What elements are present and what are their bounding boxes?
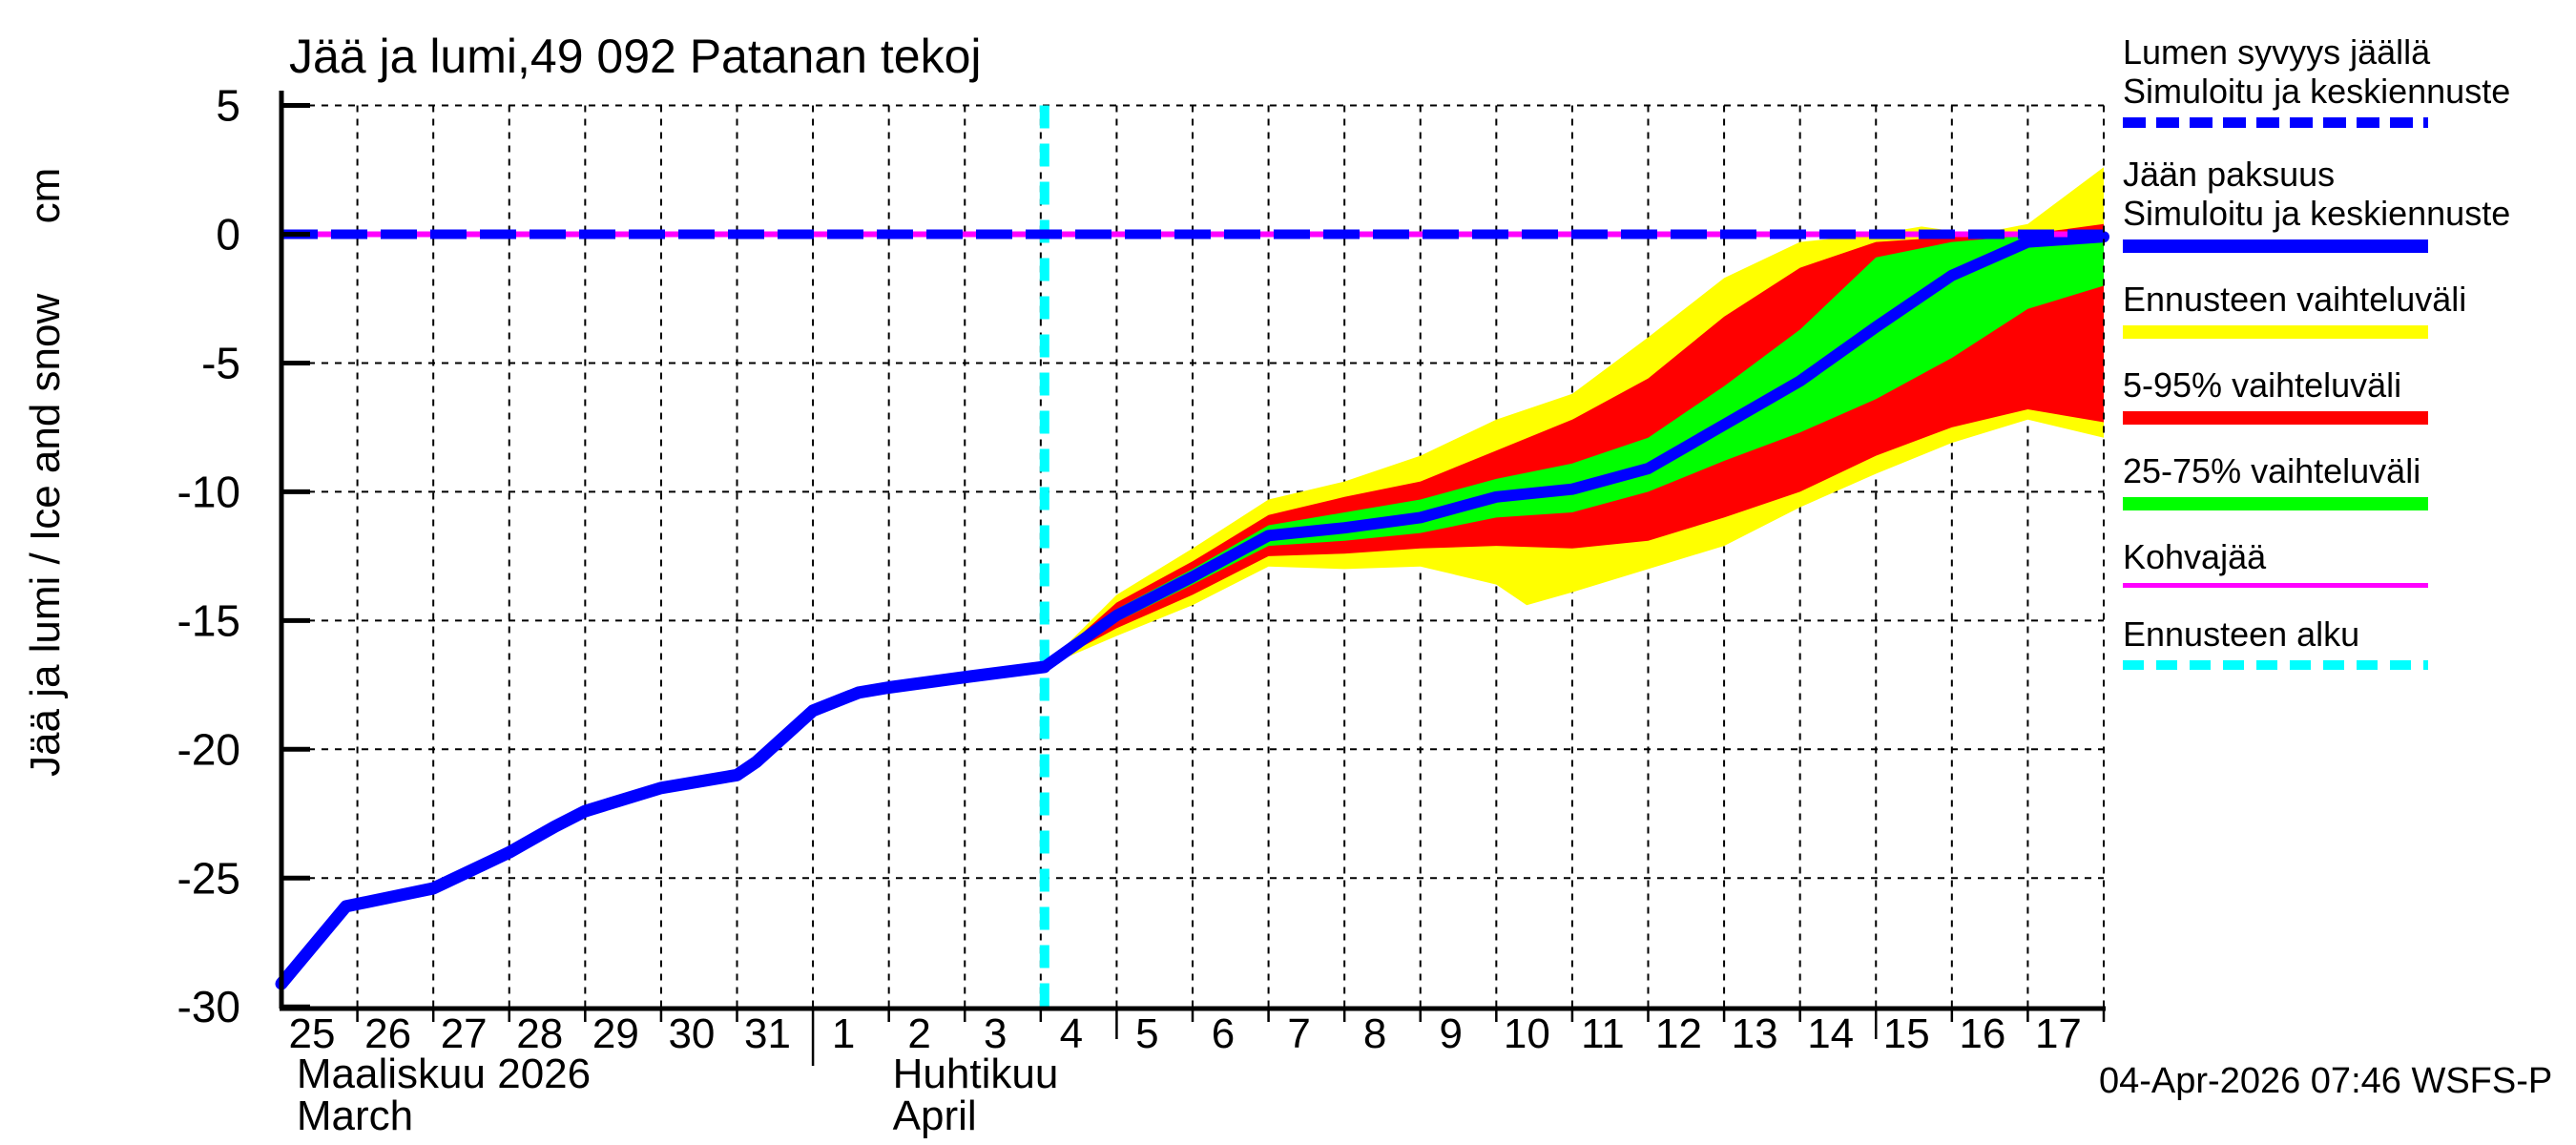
x-tick-label: 10 xyxy=(1504,1010,1550,1057)
legend-sample-magenta-line xyxy=(2123,583,2428,588)
ice-thickness-simulated-line xyxy=(275,660,1051,990)
x-tick-label: 27 xyxy=(441,1010,488,1057)
legend-entry-ice-thickness: Jään paksuus Simuloitu ja keskiennuste xyxy=(2123,155,2562,253)
band-25-75 xyxy=(1044,234,2104,667)
timestamp: 04-Apr-2026 07:46 WSFS-P xyxy=(2099,1061,2553,1101)
x-tick-label: 29 xyxy=(592,1010,639,1057)
x-tick-label: 26 xyxy=(364,1010,411,1057)
x-tick-label: 3 xyxy=(984,1010,1007,1057)
ice-thickness-forecast-median-line xyxy=(1038,231,2109,673)
y-tick-label: -25 xyxy=(177,853,240,903)
legend-sample-red-band xyxy=(2123,411,2428,425)
chart-title: Jää ja lumi,49 092 Patanan tekoj xyxy=(289,30,982,83)
x-tick-label: 9 xyxy=(1440,1010,1463,1057)
legend-sample-green-band xyxy=(2123,497,2428,510)
x-tick-label: 6 xyxy=(1212,1010,1235,1057)
x-tick-label: 2 xyxy=(907,1010,930,1057)
y-tick-label: 0 xyxy=(216,210,240,260)
legend-sample-yellow-band xyxy=(2123,325,2428,339)
y-axis-label: Jää ja lumi / Ice and snow cm xyxy=(22,167,69,778)
x-tick-label: 13 xyxy=(1732,1010,1778,1057)
month-label-en: April xyxy=(893,1093,977,1139)
x-tick-label: 16 xyxy=(1959,1010,2005,1057)
legend-label: Jään paksuus xyxy=(2123,155,2336,194)
legend-label: 25-75% vaihteluväli xyxy=(2123,451,2421,490)
legend-label: 5-95% vaihteluväli xyxy=(2123,365,2402,405)
legend-label: Simuloitu ja keskiennuste xyxy=(2123,72,2511,111)
legend-sample-blue-dashed-line xyxy=(2123,117,2428,128)
x-tick-label: 12 xyxy=(1655,1010,1702,1057)
legend-sample-cyan-dashed-line xyxy=(2123,660,2428,670)
y-tick-label: -15 xyxy=(177,595,240,645)
legend-label: Ennusteen vaihteluväli xyxy=(2123,280,2467,319)
x-tick-label: 17 xyxy=(2035,1010,2082,1057)
x-tick-label: 25 xyxy=(289,1010,336,1057)
x-tick-label: 5 xyxy=(1135,1010,1158,1057)
x-tick-label: 1 xyxy=(832,1010,855,1057)
legend-sample-blue-solid-line xyxy=(2123,239,2428,253)
x-tick-label: 15 xyxy=(1883,1010,1930,1057)
legend-entry-kohvajaa: Kohvajää xyxy=(2123,537,2562,588)
legend-label: Kohvajää xyxy=(2123,537,2267,576)
y-tick-label: -20 xyxy=(177,724,240,774)
legend-label: Lumen syvyys jäällä xyxy=(2123,32,2431,72)
x-tick-label: 4 xyxy=(1060,1010,1083,1057)
legend-entry-snow-depth: Lumen syvyys jäällä Simuloitu ja keskien… xyxy=(2123,32,2562,128)
y-tick-label: -5 xyxy=(201,338,240,387)
legend-entry-5-95-range: 5-95% vaihteluväli xyxy=(2123,365,2562,425)
x-tick-label: 11 xyxy=(1581,1010,1625,1057)
x-tick-label: 31 xyxy=(744,1010,791,1057)
x-tick-label: 7 xyxy=(1287,1010,1310,1057)
x-tick-label: 14 xyxy=(1807,1010,1854,1057)
y-tick-label: 5 xyxy=(216,81,240,131)
y-tick-label: -30 xyxy=(177,982,240,1031)
x-tick-label: 8 xyxy=(1363,1010,1386,1057)
legend: Lumen syvyys jäällä Simuloitu ja keskien… xyxy=(2123,32,2562,697)
legend-entry-25-75-range: 25-75% vaihteluväli xyxy=(2123,451,2562,510)
x-tick-label: 28 xyxy=(516,1010,563,1057)
y-tick-label: -10 xyxy=(177,467,240,516)
legend-label: Simuloitu ja keskiennuste xyxy=(2123,194,2511,233)
legend-entry-forecast-start: Ennusteen alku xyxy=(2123,614,2562,670)
month-label-en: March xyxy=(297,1093,413,1139)
legend-label: Ennusteen alku xyxy=(2123,614,2360,654)
x-tick-label: 30 xyxy=(668,1010,715,1057)
month-label: Huhtikuu xyxy=(893,1051,1059,1097)
month-label: Maaliskuu 2026 xyxy=(297,1051,591,1097)
legend-entry-forecast-range: Ennusteen vaihteluväli xyxy=(2123,280,2562,339)
